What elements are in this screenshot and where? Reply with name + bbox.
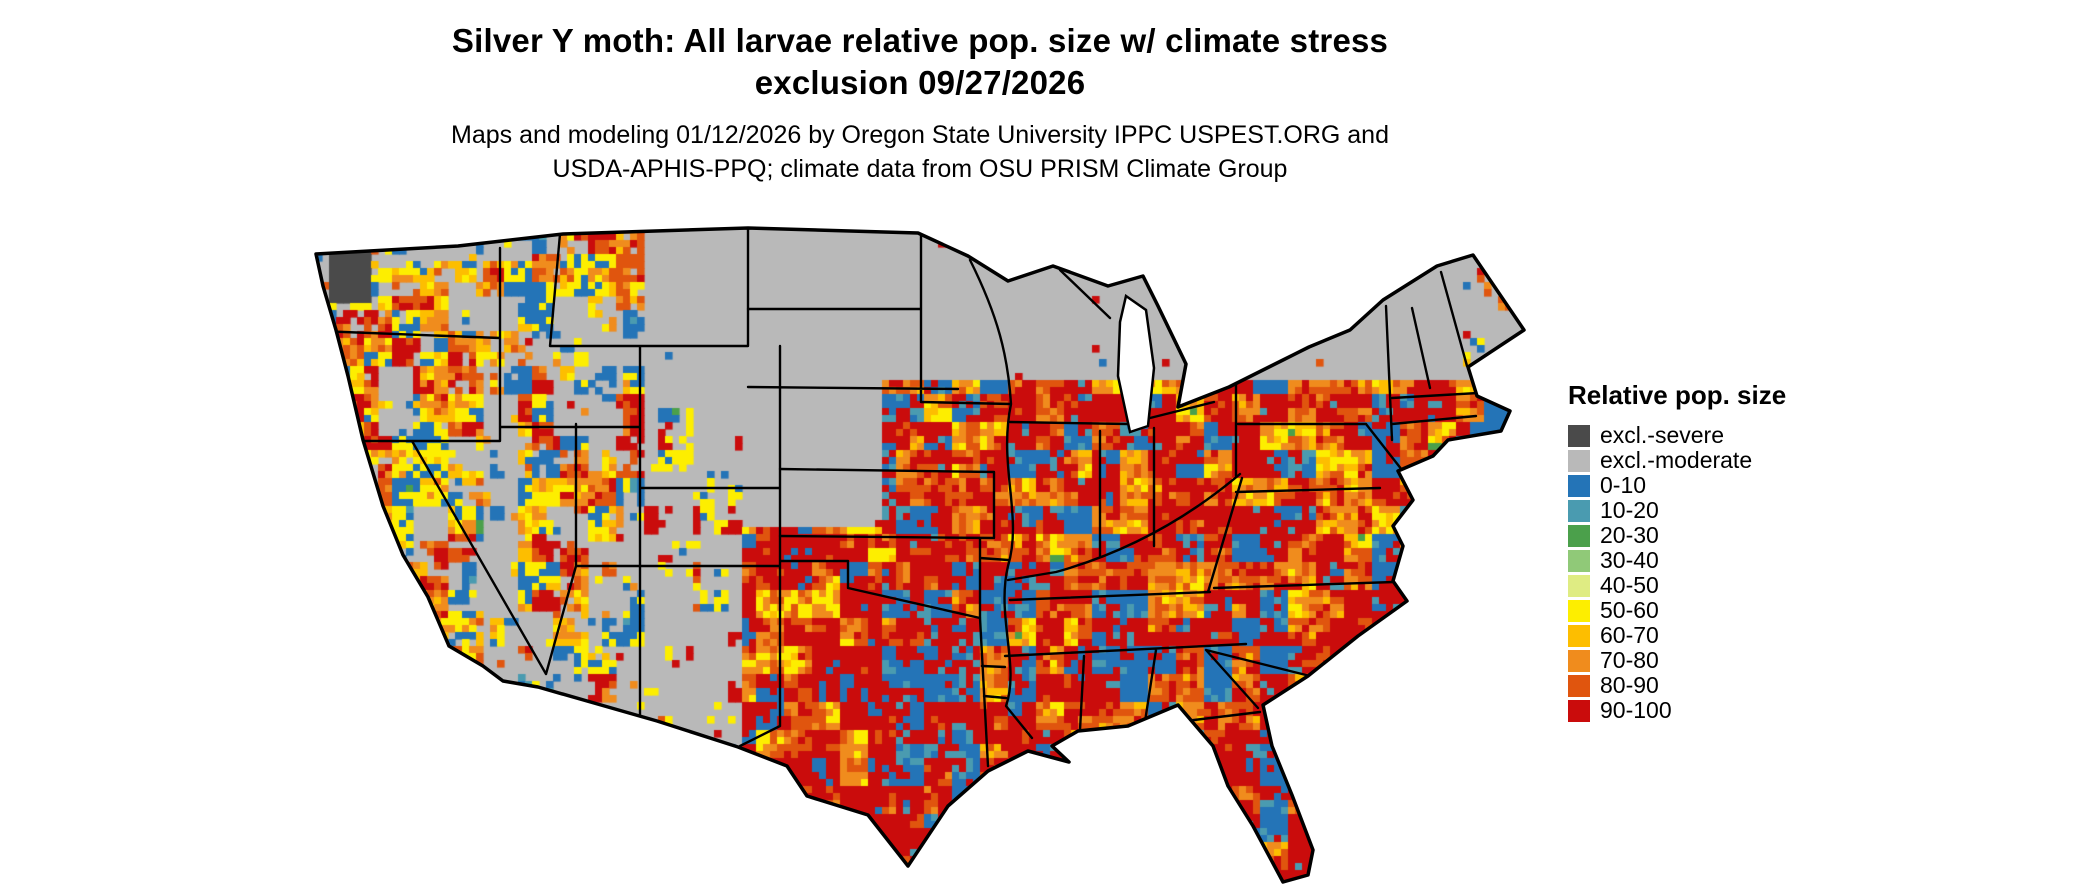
legend-item: 50-60: [1568, 598, 1868, 623]
page-title-line1: Silver Y moth: All larvae relative pop. …: [451, 22, 1389, 59]
legend-item-label: 80-90: [1600, 672, 1659, 698]
legend-swatch: [1568, 599, 1590, 622]
legend-swatch: [1568, 424, 1590, 447]
map-header: Silver Y moth: All larvae relative pop. …: [0, 20, 1840, 186]
state-borders-central: [746, 231, 1034, 740]
legend-swatch: [1568, 674, 1590, 697]
state-borders-east: [1003, 268, 1480, 732]
legend-title: Relative pop. size: [1568, 380, 1787, 410]
legend-item-label: 10-20: [1600, 497, 1659, 523]
legend-item-label: 70-80: [1600, 647, 1659, 673]
legend-item-label: 60-70: [1600, 622, 1659, 648]
legend-swatch: [1568, 449, 1590, 472]
legend-swatch: [1568, 574, 1590, 597]
map-subtitle: Maps and modeling 01/12/2026 by Oregon S…: [0, 118, 1840, 186]
legend-items: excl.-severe excl.-moderate 0-10 10-20 20-30…: [1568, 423, 1868, 723]
us-risk-map: [308, 226, 1530, 888]
legend-item: excl.-moderate: [1568, 448, 1868, 473]
legend-item-label: 40-50: [1600, 572, 1659, 598]
legend-item-label: 20-30: [1600, 522, 1659, 548]
legend-item-label: 90-100: [1600, 697, 1672, 723]
us-outline: [314, 226, 1526, 884]
legend-item: 30-40: [1568, 548, 1868, 573]
legend-swatch: [1568, 549, 1590, 572]
map-overlay-svg: [314, 226, 1526, 884]
lake-michigan: [1116, 293, 1156, 434]
legend-item: 0-10: [1568, 473, 1868, 498]
legend-item: 90-100: [1568, 698, 1868, 723]
legend-item: 70-80: [1568, 648, 1868, 673]
state-borders-west: [316, 228, 990, 768]
map-subtitle-line2: USDA-APHIS-PPQ; climate data from OSU PR…: [552, 155, 1288, 183]
map-subtitle-line1: Maps and modeling 01/12/2026 by Oregon S…: [451, 121, 1389, 149]
map-legend: Relative pop. size excl.-severe excl.-mod…: [1568, 380, 1868, 723]
legend-swatch: [1568, 474, 1590, 497]
legend-swatch: [1568, 699, 1590, 722]
legend-item-label: excl.-severe: [1600, 422, 1724, 448]
legend-item-label: 0-10: [1600, 472, 1647, 498]
legend-item: 80-90: [1568, 673, 1868, 698]
page-title-line2: exclusion 09/27/2026: [754, 64, 1086, 101]
legend-swatch: [1568, 499, 1590, 522]
legend-item: 40-50: [1568, 573, 1868, 598]
legend-swatch: [1568, 649, 1590, 672]
legend-item-label: 50-60: [1600, 597, 1659, 623]
legend-item: 20-30: [1568, 523, 1868, 548]
legend-item: excl.-severe: [1568, 423, 1868, 448]
map-raster-canvas: [308, 226, 1530, 886]
legend-item-label: 30-40: [1600, 547, 1659, 573]
legend-item-label: excl.-moderate: [1600, 447, 1753, 473]
legend-swatch: [1568, 624, 1590, 647]
legend-item: 10-20: [1568, 498, 1868, 523]
legend-item: 60-70: [1568, 623, 1868, 648]
legend-swatch: [1568, 524, 1590, 547]
